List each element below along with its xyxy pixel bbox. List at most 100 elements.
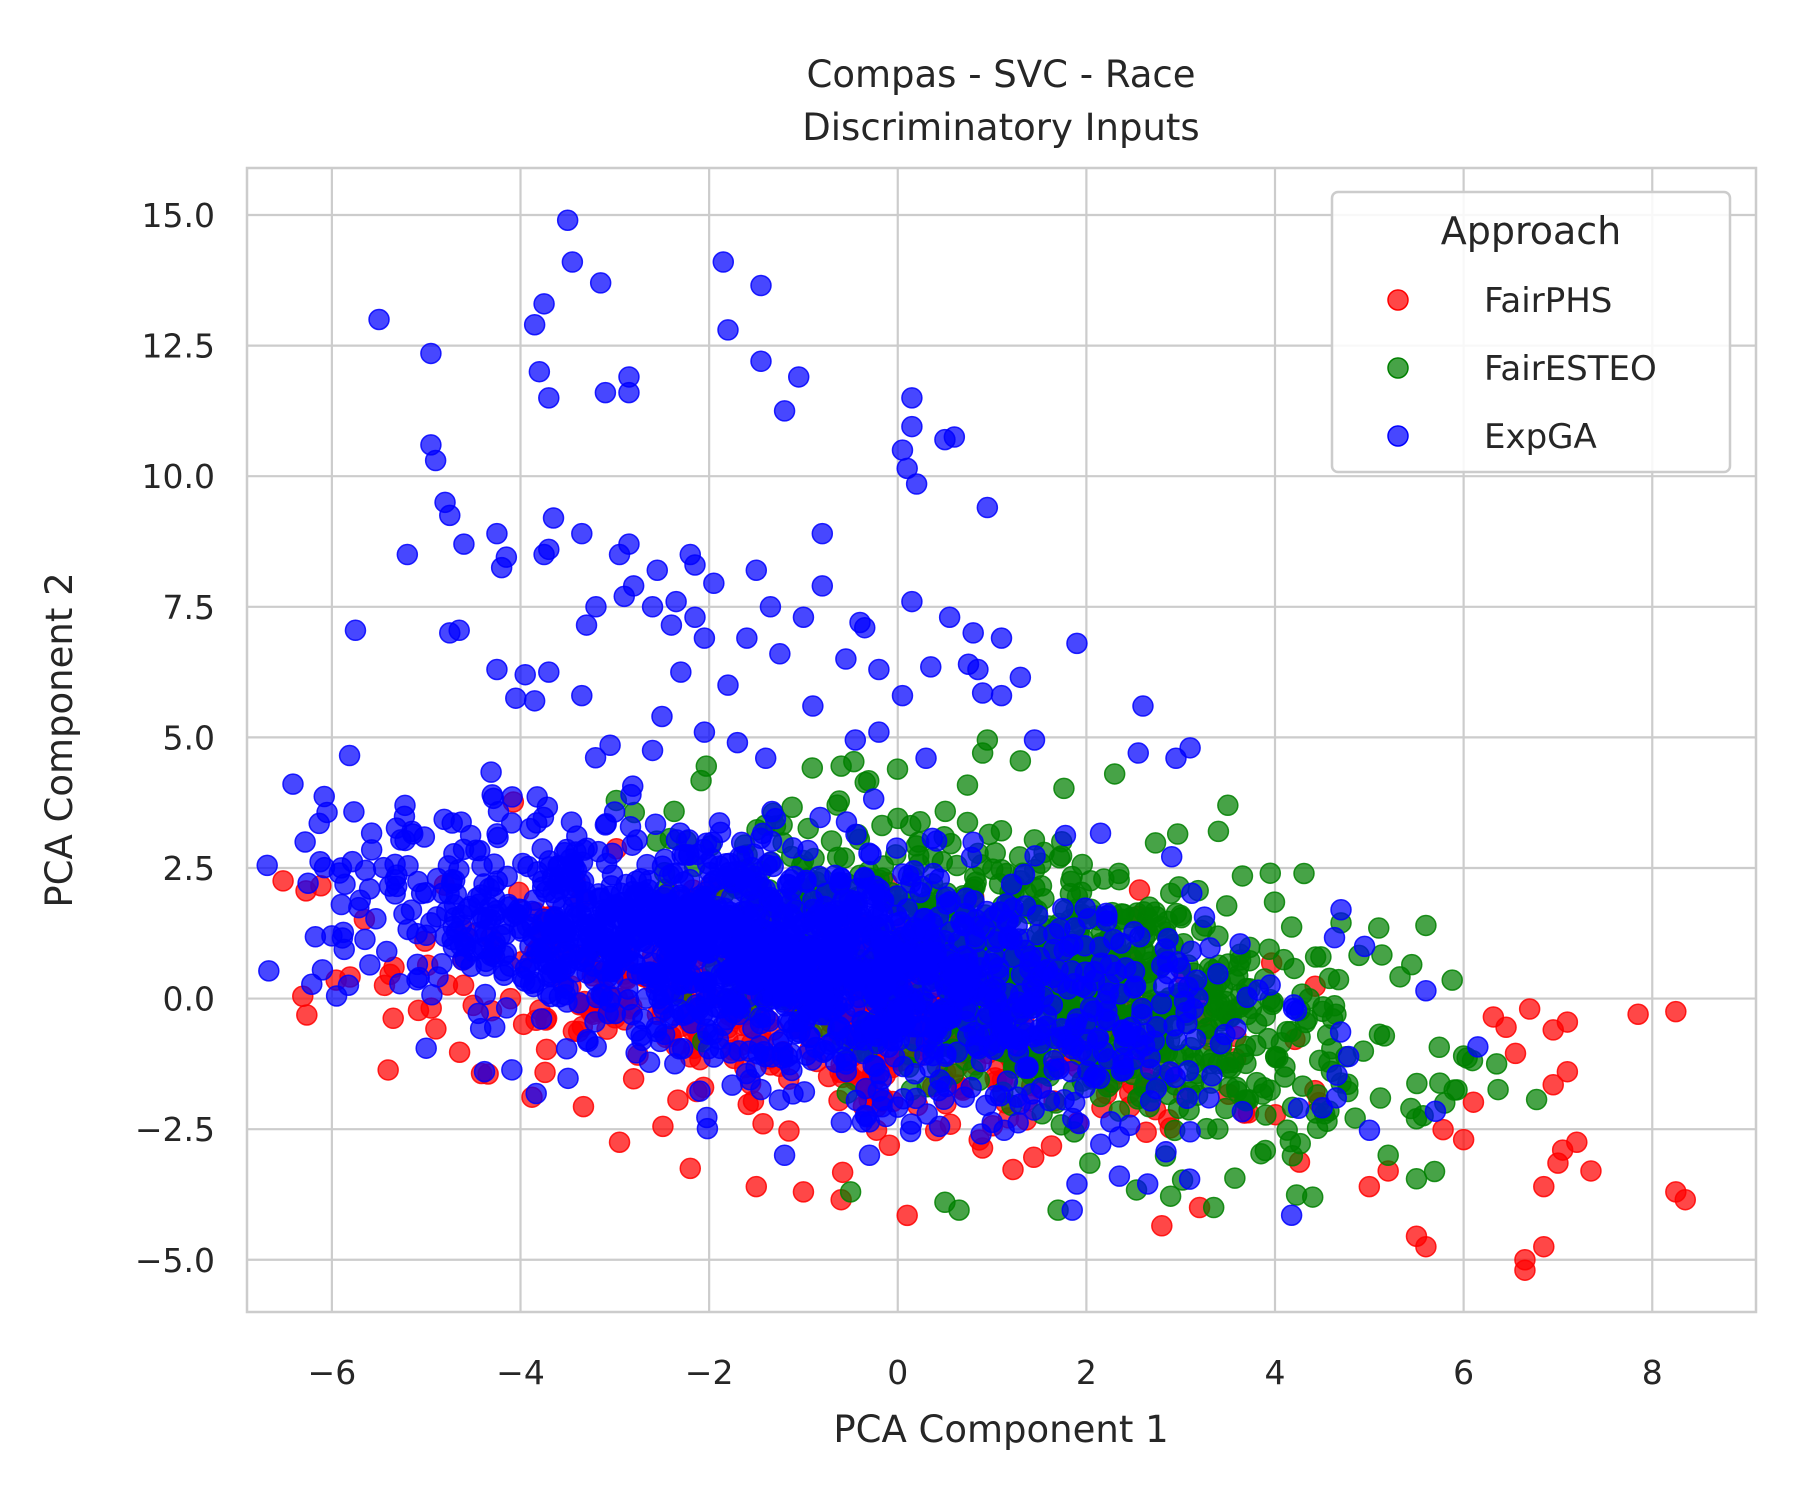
- point-ExpGA: [637, 932, 660, 954]
- y-axis-label: PCA Component 2: [38, 572, 81, 907]
- point-ExpGA: [665, 829, 688, 851]
- legend-label-FairPHS: FairPHS: [1484, 281, 1612, 321]
- point-ExpGA: [1132, 695, 1154, 717]
- point-FairESTEO: [1276, 1119, 1298, 1141]
- point-ExpGA: [1109, 983, 1131, 1005]
- point-ExpGA: [550, 931, 572, 953]
- x-tick-label: 2: [1076, 1353, 1097, 1392]
- point-ExpGA: [1424, 1100, 1447, 1123]
- x-tick-label: −6: [308, 1353, 357, 1392]
- point-ExpGA: [1323, 926, 1346, 949]
- point-FairESTEO: [1401, 953, 1423, 976]
- point-ExpGA: [396, 543, 419, 566]
- point-ExpGA: [311, 959, 334, 981]
- point-ExpGA: [1097, 1048, 1120, 1070]
- point-ExpGA: [635, 987, 657, 1009]
- point-ExpGA: [1023, 729, 1046, 751]
- point-ExpGA: [693, 721, 716, 743]
- point-ExpGA: [424, 449, 447, 472]
- point-ExpGA: [763, 920, 786, 943]
- point-ExpGA: [1285, 999, 1308, 1022]
- x-axis-label: PCA Component 1: [833, 1408, 1168, 1451]
- point-ExpGA: [1165, 747, 1187, 770]
- point-ExpGA: [537, 965, 559, 988]
- point-FairPHS: [1514, 1259, 1536, 1281]
- point-FairESTEO: [826, 846, 849, 869]
- point-ExpGA: [773, 400, 796, 422]
- point-ExpGA: [525, 1082, 547, 1105]
- point-FairESTEO: [1255, 1104, 1277, 1126]
- point-FairESTEO: [1053, 777, 1075, 800]
- point-ExpGA: [824, 978, 846, 1001]
- point-ExpGA: [1035, 1015, 1057, 1037]
- point-ExpGA: [783, 865, 806, 888]
- point-ExpGA: [684, 554, 706, 576]
- point-ExpGA: [1150, 992, 1173, 1015]
- point-ExpGA: [892, 998, 915, 1021]
- point-ExpGA: [955, 887, 978, 910]
- point-ExpGA: [376, 940, 398, 963]
- point-FairPHS: [535, 1038, 558, 1061]
- point-ExpGA: [922, 862, 945, 885]
- point-FairPHS: [792, 1181, 815, 1203]
- point-ExpGA: [1160, 845, 1183, 868]
- point-ExpGA: [782, 837, 804, 859]
- point-ExpGA: [638, 1051, 661, 1073]
- point-ExpGA: [936, 893, 958, 915]
- point-FairESTEO: [1280, 916, 1303, 938]
- y-tick-label: 10.0: [142, 457, 215, 496]
- point-FairESTEO: [1079, 1152, 1101, 1174]
- point-ExpGA: [809, 806, 831, 829]
- point-ExpGA: [802, 695, 824, 717]
- point-ExpGA: [663, 1004, 685, 1027]
- point-ExpGA: [542, 507, 565, 529]
- point-FairPHS: [1128, 879, 1151, 901]
- point-ExpGA: [1118, 1114, 1141, 1137]
- point-ExpGA: [1199, 937, 1221, 959]
- point-FairPHS: [778, 1120, 800, 1142]
- point-ExpGA: [1330, 899, 1352, 921]
- point-ExpGA: [359, 954, 381, 976]
- point-ExpGA: [967, 1024, 990, 1046]
- point-FairESTEO: [1274, 1066, 1296, 1088]
- point-FairESTEO: [956, 774, 979, 796]
- point-FairPHS: [679, 1157, 702, 1180]
- point-ExpGA: [703, 572, 725, 595]
- point-ExpGA: [1337, 1045, 1360, 1068]
- point-ExpGA: [560, 811, 583, 833]
- point-ExpGA: [1061, 960, 1083, 982]
- point-ExpGA: [920, 970, 943, 993]
- point-FairPHS: [1547, 1152, 1569, 1174]
- point-ExpGA: [540, 985, 562, 1008]
- point-ExpGA: [354, 928, 376, 951]
- point-ExpGA: [905, 473, 928, 495]
- point-ExpGA: [1181, 882, 1203, 905]
- point-FairESTEO: [1301, 1186, 1324, 1208]
- point-ExpGA: [731, 865, 754, 888]
- point-FairESTEO: [948, 1199, 970, 1221]
- legend-marker-FairPHS: [1387, 289, 1409, 311]
- point-ExpGA: [759, 596, 782, 618]
- point-ExpGA: [865, 992, 887, 1015]
- point-ExpGA: [538, 661, 560, 683]
- point-ExpGA: [867, 1080, 890, 1102]
- point-ExpGA: [721, 1074, 743, 1096]
- point-ExpGA: [439, 504, 461, 527]
- point-ExpGA: [453, 533, 475, 555]
- point-ExpGA: [486, 522, 508, 545]
- point-FairESTEO: [695, 755, 718, 777]
- point-FairPHS: [407, 999, 430, 1022]
- point-ExpGA: [1358, 1119, 1381, 1142]
- point-ExpGA: [1155, 1141, 1177, 1163]
- point-ExpGA: [401, 820, 423, 843]
- point-FairESTEO: [934, 800, 957, 823]
- point-ExpGA: [474, 983, 497, 1006]
- point-FairESTEO: [1071, 853, 1094, 876]
- legend-label-FairESTEO: FairESTEO: [1484, 349, 1657, 389]
- point-ExpGA: [530, 1008, 553, 1030]
- point-FairESTEO: [1293, 862, 1315, 885]
- point-FairPHS: [652, 1115, 674, 1138]
- point-FairESTEO: [1235, 1052, 1257, 1075]
- point-ExpGA: [568, 992, 590, 1014]
